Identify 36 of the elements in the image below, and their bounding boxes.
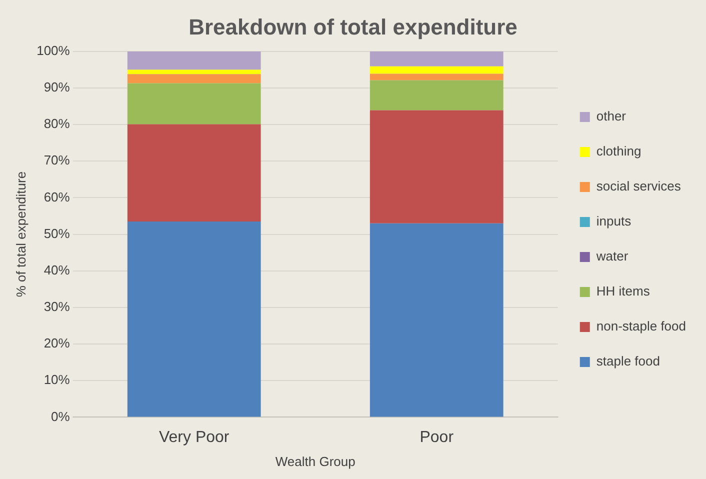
y-tick-label: 30% — [44, 299, 70, 314]
bar — [127, 51, 261, 70]
y-tick-label: 40% — [44, 262, 70, 278]
y-tick-label: 60% — [44, 189, 70, 204]
y-tick-label: 80% — [44, 116, 70, 132]
x-tick-label: Very Poor — [158, 429, 230, 446]
y-tick-label: 0% — [51, 408, 70, 424]
bar — [370, 110, 504, 224]
legend-label: staple food — [596, 354, 660, 369]
legend-label: water — [595, 248, 629, 264]
y-tick-label: 50% — [44, 226, 70, 241]
x-axis-title: Wealth Group — [275, 454, 356, 469]
bar — [370, 51, 504, 66]
legend-label: inputs — [596, 214, 632, 229]
bar — [127, 221, 261, 417]
y-axis-title: % of total expenditure — [13, 171, 28, 298]
bar — [370, 66, 504, 74]
bar — [370, 80, 504, 110]
y-tick-label: 20% — [44, 336, 70, 351]
bar — [127, 124, 261, 222]
legend-label: HH items — [596, 284, 650, 299]
y-tick-label: 10% — [44, 372, 70, 388]
bar — [127, 70, 261, 74]
legend-label: social services — [596, 178, 682, 194]
bar — [127, 74, 261, 84]
chart-title: Breakdown of total expenditure — [188, 14, 518, 40]
bar — [370, 223, 504, 417]
y-tick-label: 100% — [36, 42, 70, 58]
legend-label: other — [596, 108, 627, 124]
y-tick-label: 90% — [44, 80, 70, 95]
x-tick-label: Poor — [420, 429, 454, 446]
legend-label: clothing — [596, 144, 642, 159]
y-tick-label: 70% — [44, 152, 70, 168]
legend-label: non-staple food — [596, 318, 686, 334]
bar — [370, 74, 504, 80]
bar — [127, 83, 261, 124]
